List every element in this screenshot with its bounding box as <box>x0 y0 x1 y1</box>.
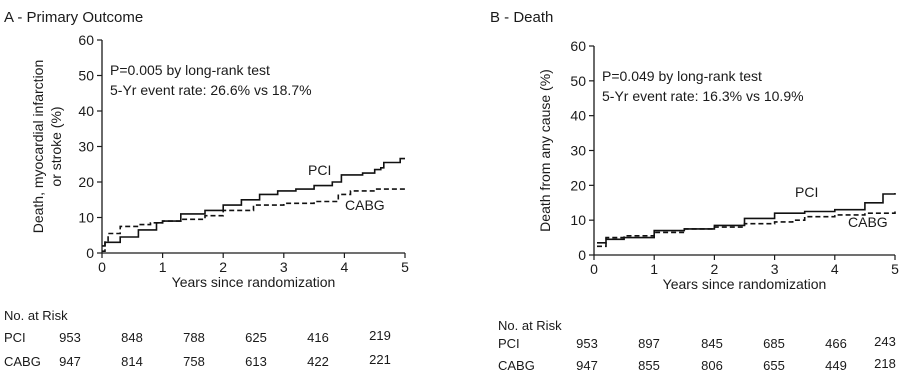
risk-b-cabg-3: 655 <box>763 358 785 373</box>
risk-b-cabg-0: 947 <box>576 358 598 373</box>
chart-a-x-tick-label: 2 <box>219 259 227 275</box>
risk-b-pci-0: 953 <box>576 336 598 351</box>
chart-a-svg: 0 10 20 30 40 50 60 0 1 2 3 4 5 Years since randomiza… <box>30 32 409 290</box>
chart-b-y-tick-label: 30 <box>570 143 586 159</box>
chart-b-line-label-cabg: CABG <box>848 214 888 230</box>
chart-b-x-tick-label: 3 <box>771 261 779 277</box>
risk-b-cabg-2: 806 <box>701 358 723 373</box>
risk-a-pci-1: 848 <box>121 330 143 345</box>
chart-b-x-tick-label: 2 <box>711 261 719 277</box>
risk-table-b-pci-label: PCI <box>498 336 520 351</box>
chart-b-annotation-event-rate: 5-Yr event rate: 16.3% vs 10.9% <box>602 88 804 104</box>
risk-a-pci-2: 788 <box>183 330 205 345</box>
chart-b-y-tick-label: 10 <box>570 212 586 228</box>
chart-a-annotation-p-value: P=0.005 by long-rank test <box>110 62 270 78</box>
chart-b-y-tick-label: 0 <box>578 247 586 263</box>
chart-a-line-label-pci: PCI <box>308 162 331 178</box>
chart-a-x-tick-label: 4 <box>341 259 349 275</box>
chart-b-x-tick-label: 5 <box>891 261 899 277</box>
chart-b-y-tick-label: 50 <box>570 73 586 89</box>
risk-a-cabg-0: 947 <box>59 354 81 369</box>
risk-a-cabg-2: 758 <box>183 354 205 369</box>
risk-b-cabg-5: 218 <box>874 356 896 371</box>
chart-a-y-tick-label: 60 <box>78 32 94 48</box>
chart-a-y-tick-label: 20 <box>78 174 94 190</box>
risk-a-cabg-3: 613 <box>245 354 267 369</box>
chart-b-x-tick-label: 0 <box>590 261 598 277</box>
panel-a-primary-outcome: 0 10 20 30 40 50 60 0 1 2 3 4 5 Years since randomiza… <box>4 9 409 369</box>
risk-b-pci-3: 685 <box>763 336 785 351</box>
chart-a-x-tick-label: 3 <box>280 259 288 275</box>
chart-a-x-tick-label: 0 <box>98 259 106 275</box>
chart-a-line-label-cabg: CABG <box>345 197 385 213</box>
panel-b-death: 0 10 20 30 40 50 60 0 1 2 3 4 5 Years since randomiza… <box>490 0 900 373</box>
chart-b-x-tick-label: 1 <box>650 261 658 277</box>
risk-table-a-cabg-label: CABG <box>4 354 41 369</box>
chart-b-y-tick-label: 60 <box>570 38 586 54</box>
risk-a-cabg-5: 221 <box>369 352 391 367</box>
risk-b-cabg-4: 449 <box>825 358 847 373</box>
chart-a-x-tick-label: 5 <box>401 259 409 275</box>
chart-b-series-cabg-line <box>597 211 896 248</box>
chart-a-x-tick-label: 1 <box>159 259 167 275</box>
risk-a-pci-4: 416 <box>307 330 329 345</box>
risk-b-pci-1: 897 <box>638 336 660 351</box>
chart-a-x-axis-label: Years since randomization <box>172 274 336 290</box>
chart-a-y-axis-label-line1: Death, myocardial infarction <box>30 60 46 234</box>
risk-b-pci-2: 845 <box>701 336 723 351</box>
risk-b-cabg-1: 855 <box>638 358 660 373</box>
risk-b-pci-5: 243 <box>874 334 896 349</box>
chart-b-x-axis-label: Years since randomization <box>663 276 827 292</box>
risk-a-pci-3: 625 <box>245 330 267 345</box>
chart-a-y-tick-label: 0 <box>86 245 94 261</box>
risk-table-a-pci-label: PCI <box>4 330 26 345</box>
risk-b-pci-4: 466 <box>825 336 847 351</box>
chart-a-annotation-event-rate: 5-Yr event rate: 26.6% vs 18.7% <box>110 82 312 98</box>
chart-b-title: B - Death <box>490 9 554 26</box>
chart-b-line-label-pci: PCI <box>795 184 818 200</box>
chart-a-y-tick-label: 30 <box>78 139 94 155</box>
chart-b-svg: 0 10 20 30 40 50 60 0 1 2 3 4 5 Years since randomiza… <box>537 38 899 292</box>
chart-b-y-tick-label: 20 <box>570 177 586 193</box>
chart-a-series-cabg-line <box>102 186 406 252</box>
chart-a-y-tick-label: 40 <box>78 103 94 119</box>
chart-b-y-tick-label: 40 <box>570 108 586 124</box>
chart-a-title: A - Primary Outcome <box>4 9 144 26</box>
risk-a-pci-0: 953 <box>59 330 81 345</box>
risk-table-b-cabg-label: CABG <box>498 358 535 373</box>
risk-table-a-title: No. at Risk <box>4 308 68 323</box>
chart-b-x-tick-label: 4 <box>831 261 839 277</box>
chart-a-y-axis-label-line2: or stroke (%) <box>48 106 64 186</box>
chart-b-y-axis-label: Death from any cause (%) <box>537 69 553 232</box>
chart-a-y-tick-label: 50 <box>78 68 94 84</box>
risk-a-cabg-4: 422 <box>307 354 329 369</box>
chart-b-annotation-p-value: P=0.049 by long-rank test <box>602 68 762 84</box>
risk-a-pci-5: 219 <box>369 328 391 343</box>
chart-a-series-pci-line <box>102 157 405 247</box>
chart-a-y-tick-label: 10 <box>78 210 94 226</box>
risk-a-cabg-1: 814 <box>121 354 143 369</box>
risk-table-b-title: No. at Risk <box>498 318 562 333</box>
